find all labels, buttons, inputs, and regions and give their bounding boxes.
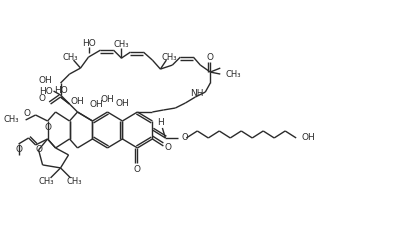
Text: OH: OH [301, 133, 315, 143]
Text: O: O [15, 146, 22, 154]
Text: H: H [157, 118, 164, 128]
Text: HO: HO [39, 86, 53, 96]
Text: CH₃: CH₃ [39, 177, 54, 186]
Text: CH₃: CH₃ [162, 53, 177, 62]
Text: O: O [35, 146, 42, 154]
Text: O: O [182, 133, 188, 143]
Text: OH: OH [90, 99, 103, 109]
Text: CH₃: CH₃ [63, 53, 78, 62]
Text: OH: OH [101, 94, 115, 104]
Text: CH₃: CH₃ [3, 116, 19, 124]
Text: CH₃: CH₃ [225, 69, 241, 79]
Text: HO: HO [54, 86, 67, 94]
Text: O: O [165, 143, 172, 153]
Text: OH: OH [71, 96, 85, 106]
Text: O: O [134, 165, 141, 174]
Text: O: O [44, 123, 51, 133]
Text: O: O [24, 109, 31, 118]
Text: OH: OH [39, 76, 53, 84]
Text: HO: HO [82, 39, 95, 48]
Text: O: O [39, 94, 45, 103]
Text: CH₃: CH₃ [114, 40, 129, 49]
Text: CH₃: CH₃ [67, 177, 82, 186]
Text: O: O [207, 53, 214, 62]
Text: NH: NH [191, 89, 204, 98]
Text: OH: OH [116, 99, 129, 108]
